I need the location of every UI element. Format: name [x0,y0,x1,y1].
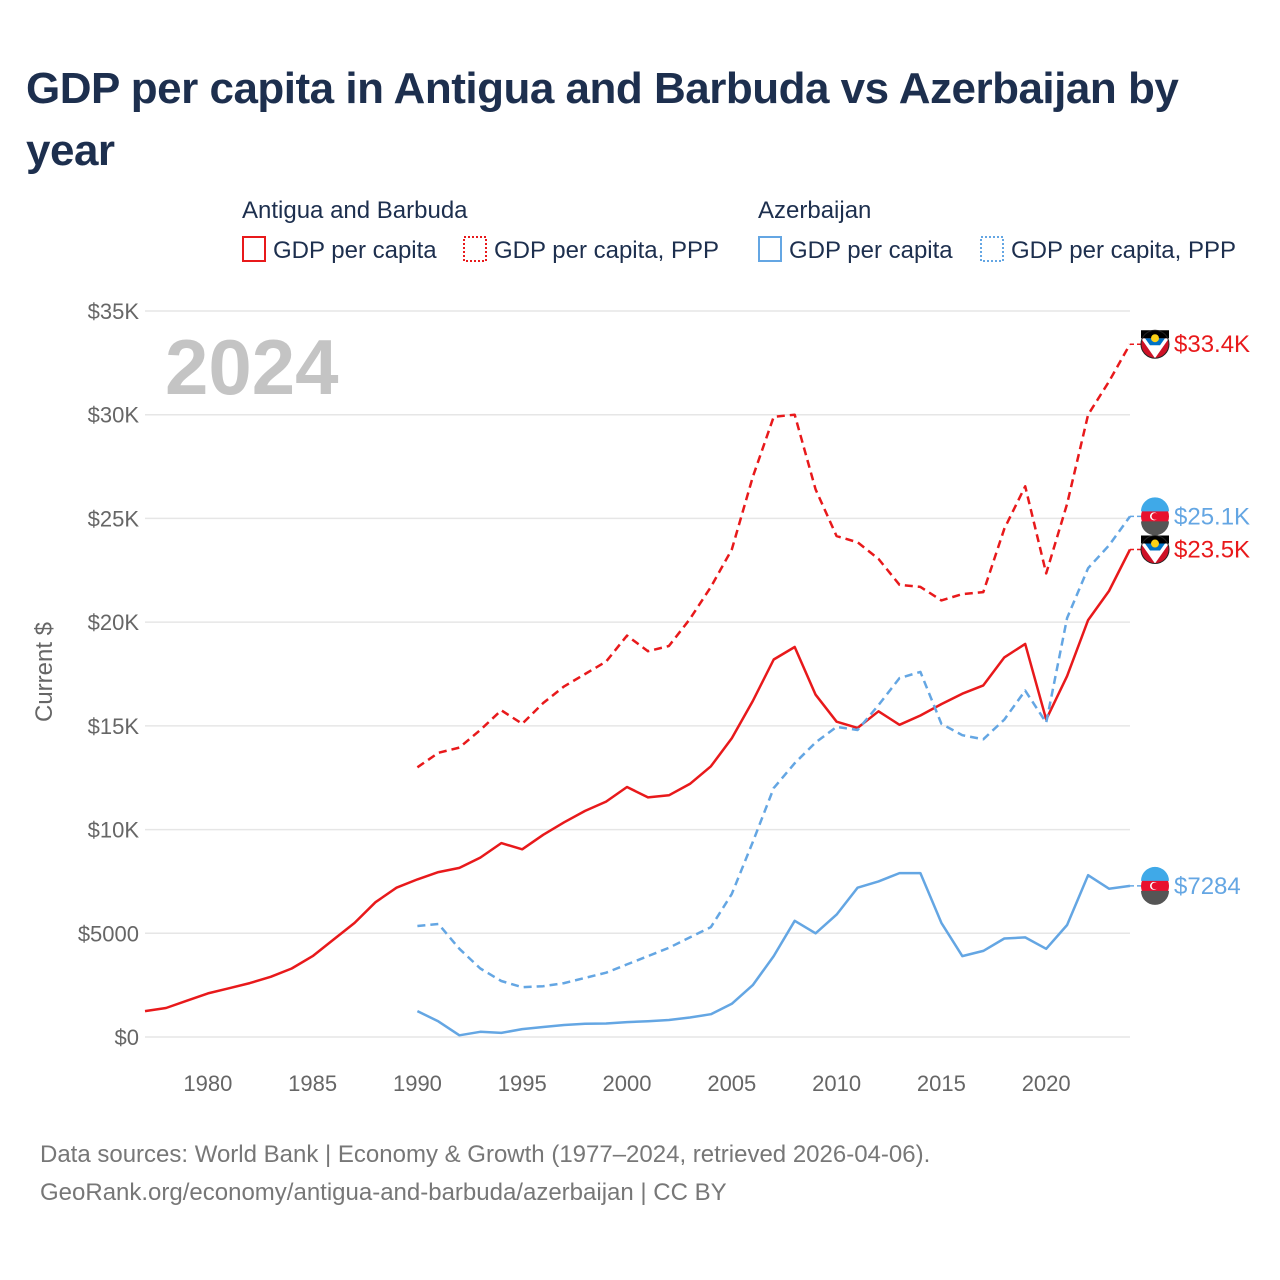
series-line-2 [416,871,1131,1037]
y-tick-label: $15K [88,714,140,739]
legend-swatch-antigua-gdp [242,236,266,262]
legend-item-antigua-ppp[interactable]: GDP per capita, PPP [494,237,719,264]
legend: Antigua and Barbuda GDP per capita GDP p… [242,197,1236,264]
series-end-label: $23.5K [1174,537,1250,564]
y-tick-label: $5000 [78,921,139,946]
x-tick-label: 1990 [393,1071,442,1096]
legend-item-azerbaijan-ppp[interactable]: GDP per capita, PPP [1011,237,1236,264]
footer-url[interactable]: GeoRank.org/economy/antigua-and-barbuda/… [40,1179,727,1206]
grid-lines [145,310,1130,1038]
antigua-flag-icon [1140,535,1170,565]
x-tick-label: 2000 [603,1071,652,1096]
azerbaijan-flag-icon [1141,497,1169,536]
legend-swatch-antigua-ppp [463,236,487,262]
y-tick-label: $25K [88,506,140,531]
year-overlay: 2024 [165,323,339,411]
series-line-1 [416,343,1132,769]
x-tick-label: 2015 [917,1071,966,1096]
azerbaijan-flag-icon [1141,866,1169,905]
chart-title: GDP per capita in Antigua and Barbuda vs… [26,64,1179,175]
series-line-0 [144,548,1132,1013]
footer-sources: Data sources: World Bank | Economy & Gro… [40,1141,931,1168]
x-axis-ticks: 1980 1985 1990 1995 2000 2005 2010 2015 2020 [183,1071,1070,1096]
legend-swatch-azerbaijan-gdp [758,236,782,262]
y-tick-label: $35K [88,299,140,324]
y-tick-label: $20K [88,610,140,635]
series-lines [144,343,1132,1037]
antigua-flag-icon [1140,329,1170,359]
series-end-label: $7284 [1174,873,1241,900]
legend-group-antigua: Antigua and Barbuda [242,197,468,224]
x-tick-label: 1980 [183,1071,232,1096]
x-tick-label: 2010 [812,1071,861,1096]
legend-group-azerbaijan: Azerbaijan [758,197,871,224]
y-tick-label: $10K [88,818,140,843]
series-line-3 [417,515,1132,989]
legend-swatch-azerbaijan-ppp [980,236,1004,262]
y-tick-label: $0 [115,1025,139,1050]
series-end-labels: $23.5K $33.4K $7284 $25.1K [1130,329,1250,905]
x-tick-label: 1985 [288,1071,337,1096]
y-tick-label: $30K [88,403,140,428]
legend-item-antigua-gdp[interactable]: GDP per capita [273,237,437,264]
y-axis-ticks: $0 $5000 $10K $15K $20K $25K $30K $35K [78,299,140,1050]
footer: Data sources: World Bank | Economy & Gro… [40,1136,930,1212]
x-tick-label: 1995 [498,1071,547,1096]
x-tick-label: 2020 [1022,1071,1071,1096]
x-tick-label: 2005 [707,1071,756,1096]
legend-item-azerbaijan-gdp[interactable]: GDP per capita [789,237,953,264]
series-end-label: $33.4K [1174,331,1250,358]
series-end-label: $25.1K [1174,503,1250,530]
y-axis-label: Current $ [31,622,58,722]
